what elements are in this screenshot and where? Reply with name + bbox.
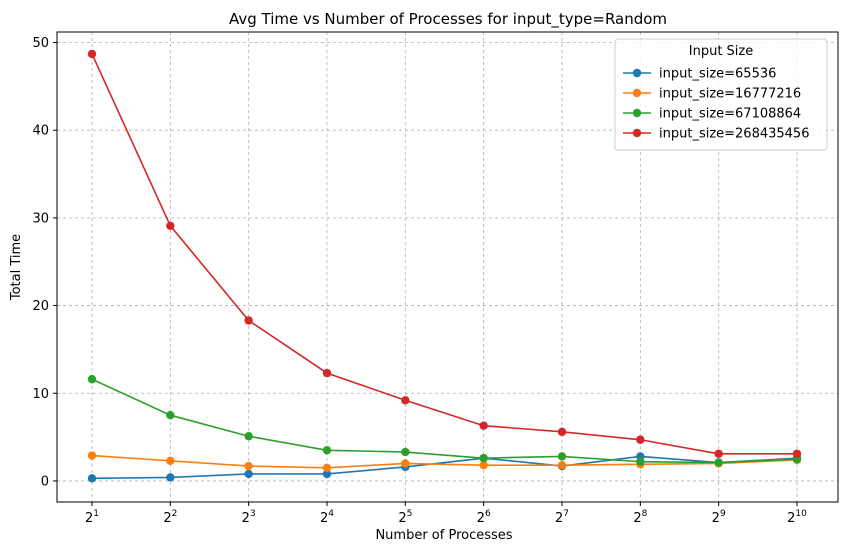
data-point xyxy=(87,451,97,460)
data-point xyxy=(401,447,410,457)
data-point xyxy=(636,457,645,466)
x-tick-label-exponent: 9 xyxy=(720,509,726,519)
data-point xyxy=(401,396,410,405)
x-tick-label: 21 xyxy=(85,509,99,526)
x-tick-label-exponent: 10 xyxy=(795,509,807,519)
x-tick-label-base: 2 xyxy=(555,511,563,526)
x-axis: 21 22 23 24 25 26 27 28 29 210 xyxy=(85,502,807,526)
x-tick-label-exponent: 6 xyxy=(485,509,491,519)
x-tick-label: 22 xyxy=(163,509,177,526)
legend-entry: input_size=65536 xyxy=(623,67,776,82)
x-tick-label-base: 2 xyxy=(398,511,406,526)
data-point xyxy=(166,456,175,465)
x-tick-label-base: 2 xyxy=(320,511,328,526)
x-tick-label: 210 xyxy=(787,509,807,526)
data-point xyxy=(322,446,332,455)
series-layer xyxy=(87,49,802,483)
x-tick-label-base: 2 xyxy=(163,511,171,526)
x-tick-label: 26 xyxy=(477,509,491,526)
data-point xyxy=(792,449,802,458)
data-point xyxy=(401,459,410,468)
legend: Input Size input_size=65536 input_size=16… xyxy=(614,38,828,151)
legend-title: Input Size xyxy=(689,44,753,59)
legend-marker xyxy=(632,68,642,78)
x-tick-label-exponent: 1 xyxy=(93,509,99,519)
y-tick-label: 40 xyxy=(32,124,49,139)
data-point xyxy=(244,469,253,479)
x-tick-label: 28 xyxy=(633,509,647,526)
x-tick-label-base: 2 xyxy=(633,511,641,526)
y-axis: 0 10 20 30 40 50 xyxy=(32,36,57,489)
y-tick-label: 10 xyxy=(32,387,49,402)
data-point xyxy=(244,461,253,471)
y-tick-label: 50 xyxy=(32,36,49,51)
data-point xyxy=(322,368,332,378)
legend-label: input_size=16777216 xyxy=(659,87,801,102)
series-line xyxy=(91,53,797,455)
legend-marker xyxy=(632,128,642,138)
x-tick-label: 29 xyxy=(712,509,726,526)
data-point xyxy=(714,458,723,467)
x-tick-label-exponent: 2 xyxy=(172,509,178,519)
legend-label: input_size=65536 xyxy=(659,67,776,82)
data-point xyxy=(87,49,97,59)
legend-marker xyxy=(632,108,642,118)
series-input-size-67108864 xyxy=(87,375,802,467)
legend-label: input_size=268435456 xyxy=(659,127,809,142)
data-point xyxy=(479,460,488,470)
data-point xyxy=(322,463,332,473)
y-tick-label: 30 xyxy=(32,211,49,226)
legend-entry: input_size=268435456 xyxy=(623,127,809,142)
y-tick-label: 0 xyxy=(41,474,49,489)
series-input-size-268435456 xyxy=(87,49,802,458)
x-tick-label: 25 xyxy=(398,509,412,526)
legend-entry: input_size=67108864 xyxy=(623,107,801,122)
x-tick-label-exponent: 8 xyxy=(642,509,648,519)
data-point xyxy=(244,316,253,325)
data-point xyxy=(714,449,723,458)
x-tick-label-exponent: 3 xyxy=(250,509,256,519)
legend-label: input_size=67108864 xyxy=(659,107,801,122)
x-tick-label-base: 2 xyxy=(787,511,795,526)
x-tick-label-exponent: 7 xyxy=(563,509,569,519)
data-point xyxy=(557,427,567,437)
series-input-size-65536 xyxy=(87,452,802,483)
y-axis-label: Total Time xyxy=(9,234,24,301)
series-line xyxy=(91,378,798,464)
x-tick-label-base: 2 xyxy=(477,511,485,526)
data-point xyxy=(479,421,488,430)
plot-frame xyxy=(56,31,839,503)
data-point xyxy=(166,221,175,230)
x-tick-label-base: 2 xyxy=(85,511,93,526)
series-line xyxy=(91,454,798,469)
x-tick-label-exponent: 5 xyxy=(407,509,413,519)
data-point xyxy=(166,473,175,482)
data-point xyxy=(322,469,332,479)
chart-title: Avg Time vs Number of Processes for inpu… xyxy=(229,10,667,29)
series-line xyxy=(91,455,798,480)
x-tick-label: 24 xyxy=(320,509,334,526)
data-point xyxy=(87,474,97,483)
x-tick-label-base: 2 xyxy=(712,511,720,526)
x-axis-label: Number of Processes xyxy=(375,528,512,543)
x-tick-label: 27 xyxy=(555,509,569,526)
data-point xyxy=(557,460,567,470)
x-tick-label-exponent: 4 xyxy=(328,509,334,519)
data-point xyxy=(636,435,645,444)
data-point xyxy=(479,453,488,463)
y-tick-label: 20 xyxy=(32,299,49,314)
data-point xyxy=(166,410,175,420)
legend-entry: input_size=16777216 xyxy=(623,87,801,102)
data-point xyxy=(244,432,253,441)
x-tick-label-base: 2 xyxy=(242,511,250,526)
data-point xyxy=(87,375,97,384)
data-point xyxy=(557,452,567,461)
legend-marker xyxy=(632,88,642,98)
legend-box xyxy=(614,38,828,151)
x-tick-label: 23 xyxy=(242,509,256,526)
